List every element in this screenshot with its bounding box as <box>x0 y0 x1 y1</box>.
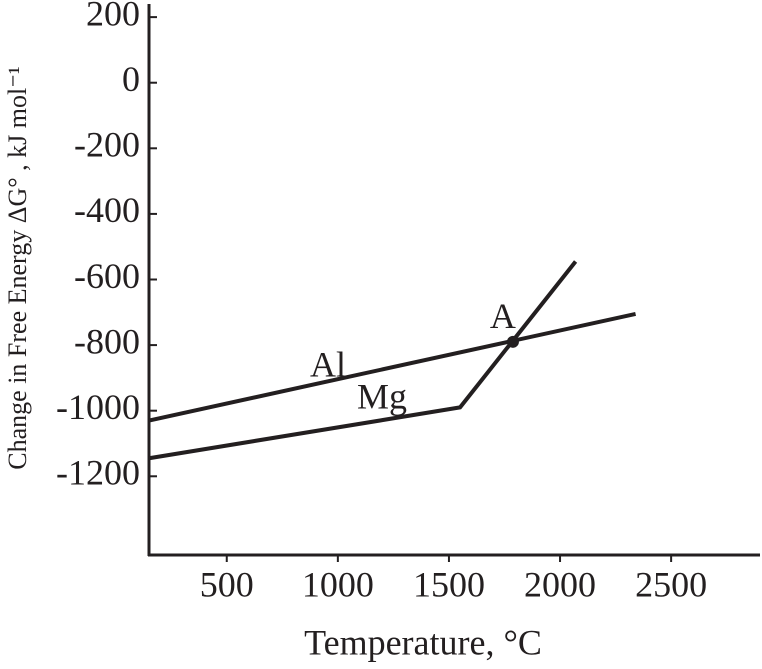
series-label: Al <box>310 344 346 384</box>
y-tick-label: -1200 <box>56 453 140 493</box>
series-line <box>148 260 578 461</box>
y-axis-label: Change in Free Energy ΔG° , kJ mol⁻¹ <box>3 66 32 469</box>
y-tick-label: -600 <box>74 256 140 296</box>
y-tick-label: 0 <box>122 59 140 99</box>
x-axis-label: Temperature, °C <box>304 622 542 662</box>
annotation: A <box>490 296 516 336</box>
y-tick-label: -800 <box>74 321 140 361</box>
x-tick-label: 1000 <box>302 564 374 604</box>
x-tick-label: 500 <box>200 564 254 604</box>
x-tick-label: 1500 <box>413 564 485 604</box>
y-tick-label: -1000 <box>56 387 140 427</box>
series-line <box>148 311 637 423</box>
x-tick-label: 2500 <box>635 564 707 604</box>
point-marker <box>506 335 519 348</box>
series-label: Mg <box>357 376 407 416</box>
y-tick-label: 200 <box>86 0 140 33</box>
y-tick-label: -200 <box>74 125 140 165</box>
y-tick-label: -400 <box>74 190 140 230</box>
x-tick-label: 2000 <box>524 564 596 604</box>
